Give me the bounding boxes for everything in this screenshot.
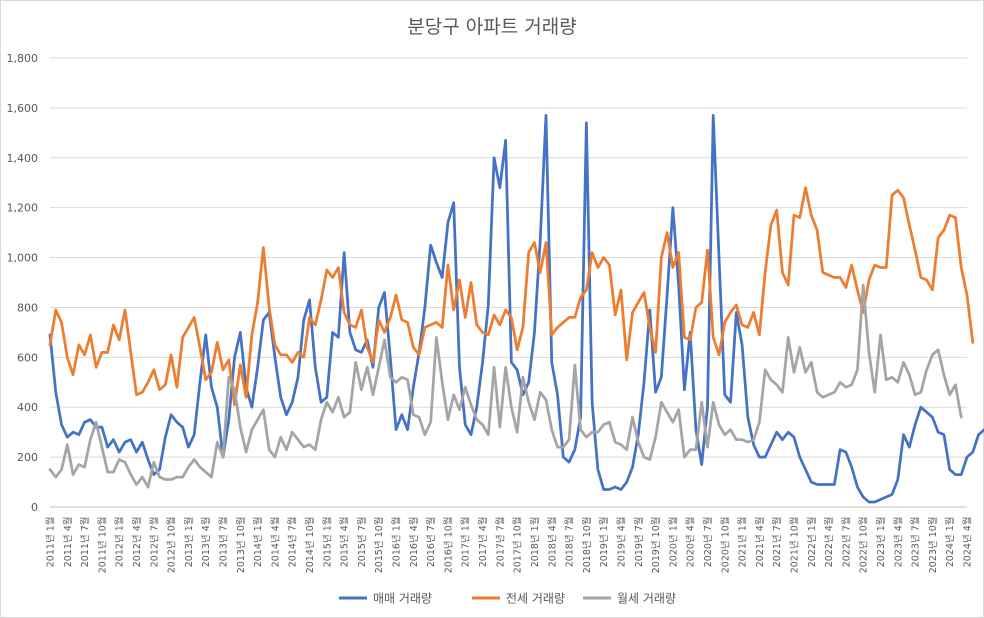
x-tick-label: 2012년 10월 [166,517,178,574]
y-tick-label: 1,800 [7,52,39,65]
y-tick-label: 200 [17,451,38,464]
x-tick-label: 2014년 1월 [252,517,264,568]
y-tick-label: 1,200 [7,202,39,215]
legend-label: 매매 거래량 [373,592,432,606]
x-tick-label: 2024년 4월 [962,517,974,568]
x-tick-label: 2021년 4월 [754,517,766,568]
x-tick-label: 2016년 4월 [408,517,420,568]
x-tick-label: 2017년 4월 [477,517,489,568]
x-tick-label: 2015년 1월 [321,517,333,568]
y-tick-label: 1,400 [7,152,39,165]
x-tick-label: 2011년 4월 [62,517,74,568]
legend-label: 전세 거래량 [506,592,565,606]
x-tick-label: 2022년 1월 [806,517,818,568]
x-tick-label: 2017년 1월 [460,517,472,568]
x-tick-label: 2011년 7월 [79,517,91,568]
x-tick-label: 2012년 4월 [131,517,143,568]
legend-label: 월세 거래량 [617,592,676,606]
x-tick-label: 2013년 7월 [218,517,230,568]
x-tick-label: 2014년 4월 [269,517,281,568]
x-tick-label: 2017년 10월 [512,517,524,574]
x-tick-label: 2016년 1월 [391,517,403,568]
x-tick-label: 2018년 1월 [529,517,541,568]
x-tick-label: 2018년 4월 [546,517,558,568]
series-line-1 [48,113,984,504]
y-tick-label: 0 [31,501,38,514]
x-tick-label: 2019년 10월 [650,517,662,574]
x-tick-label: 2019년 4월 [615,517,627,568]
x-tick-label: 2018년 7월 [564,517,576,568]
x-tick-label: 2015년 10월 [373,517,385,574]
x-tick-label: 2021년 10월 [788,517,800,574]
x-tick-label: 2021년 1월 [737,517,749,568]
x-tick-label: 2011년 1월 [45,517,57,568]
x-tick-label: 2022년 4월 [823,517,835,568]
x-tick-label: 2021년 7월 [771,517,783,568]
x-tick-label: 2023년 7월 [910,517,922,568]
y-tick-label: 800 [17,301,38,314]
x-tick-label: 2018년 10월 [581,517,593,574]
x-tick-label: 2013년 4월 [200,517,212,568]
x-tick-label: 2014년 10월 [304,517,316,574]
x-tick-label: 2020년 7월 [702,517,714,568]
x-tick-label: 2015년 7월 [356,517,368,568]
x-tick-label: 2024년 1월 [944,517,956,568]
chart-title: 분당구 아파트 거래량 [407,16,577,38]
x-tick-label: 2019년 7월 [633,517,645,568]
y-tick-label: 400 [17,401,38,414]
x-tick-label: 2012년 1월 [114,517,126,568]
x-tick-label: 2012년 7월 [148,517,160,568]
y-tick-label: 1,000 [7,252,39,265]
x-tick-label: 2014년 7월 [287,517,299,568]
series-line-2 [48,186,975,407]
series-line-3 [48,283,963,489]
x-tick-label: 2020년 10월 [719,517,731,574]
x-tick-label: 2016년 7월 [425,517,437,568]
x-tick-label: 2011년 10월 [96,517,108,574]
x-tick-label: 2013년 1월 [183,517,195,568]
x-tick-label: 2017년 7월 [494,517,506,568]
x-tick-label: 2015년 4월 [339,517,351,568]
x-tick-label: 2022년 10월 [858,517,870,574]
y-tick-label: 600 [17,351,38,364]
x-tick-label: 2023년 4월 [892,517,904,568]
x-tick-label: 2016년 10월 [442,517,454,574]
x-tick-label: 2022년 7월 [840,517,852,568]
x-tick-label: 2019년 1월 [598,517,610,568]
x-tick-label: 2020년 4월 [685,517,697,568]
x-tick-label: 2023년 1월 [875,517,887,568]
x-tick-label: 2013년 10월 [235,517,247,574]
x-tick-label: 2020년 1월 [667,517,679,568]
x-tick-label: 2023년 10월 [927,517,939,574]
y-tick-label: 1,600 [7,102,39,115]
